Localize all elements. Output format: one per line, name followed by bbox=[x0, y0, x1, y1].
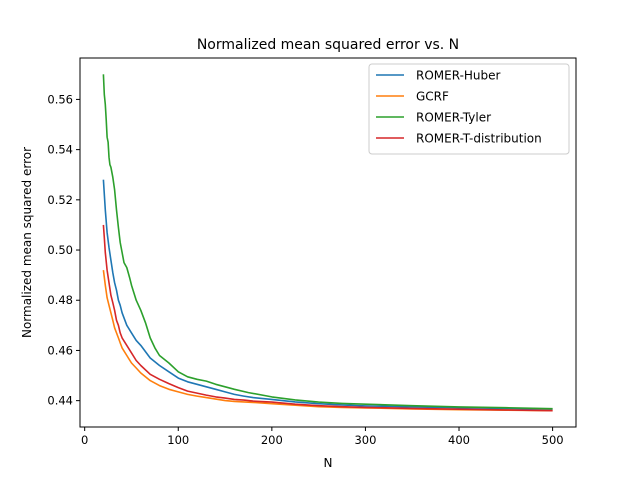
x-tick-label: 400 bbox=[448, 433, 470, 447]
legend-label-romer-t-distribution: ROMER-T-distribution bbox=[416, 132, 542, 146]
legend-label-romer-tyler: ROMER-Tyler bbox=[416, 111, 491, 125]
series-layer bbox=[102, 74, 553, 412]
x-tick-label: 0 bbox=[81, 433, 88, 447]
x-axis-ticks: 0 100 200 300 400 500 bbox=[81, 427, 564, 447]
series-line-romer-t-distribution bbox=[102, 224, 553, 412]
legend-label-romer-huber: ROMER-Huber bbox=[416, 69, 501, 83]
x-tick-label: 300 bbox=[354, 433, 376, 447]
x-tick-label: 200 bbox=[261, 433, 283, 447]
series-line-romer-huber bbox=[102, 179, 553, 410]
plot-frame bbox=[79, 57, 577, 428]
legend: ROMER-Huber GCRF ROMER-Tyler ROMER-T-distri… bbox=[368, 63, 570, 155]
legend-box bbox=[368, 63, 570, 155]
y-tick-label: 0.48 bbox=[47, 293, 73, 307]
x-tick-label: 100 bbox=[167, 433, 189, 447]
series-line-romer-tyler bbox=[102, 74, 553, 410]
y-tick-label: 0.54 bbox=[47, 143, 73, 157]
y-axis-ticks: 0.44 0.46 0.48 0.50 0.52 0.54 0.56 bbox=[47, 92, 80, 408]
legend-label-gcrf: GCRF bbox=[416, 90, 449, 104]
y-tick-label: 0.46 bbox=[47, 343, 73, 357]
x-tick-label: 500 bbox=[542, 433, 564, 447]
y-axis-label: Normalized mean squared error bbox=[20, 147, 34, 338]
series-line-gcrf bbox=[102, 270, 553, 412]
y-tick-label: 0.56 bbox=[47, 92, 73, 106]
x-axis-label: N bbox=[324, 456, 333, 470]
y-tick-label: 0.52 bbox=[47, 193, 73, 207]
y-tick-label: 0.44 bbox=[47, 394, 73, 408]
chart-title: Normalized mean squared error vs. N bbox=[197, 37, 459, 53]
y-tick-label: 0.50 bbox=[47, 243, 73, 257]
